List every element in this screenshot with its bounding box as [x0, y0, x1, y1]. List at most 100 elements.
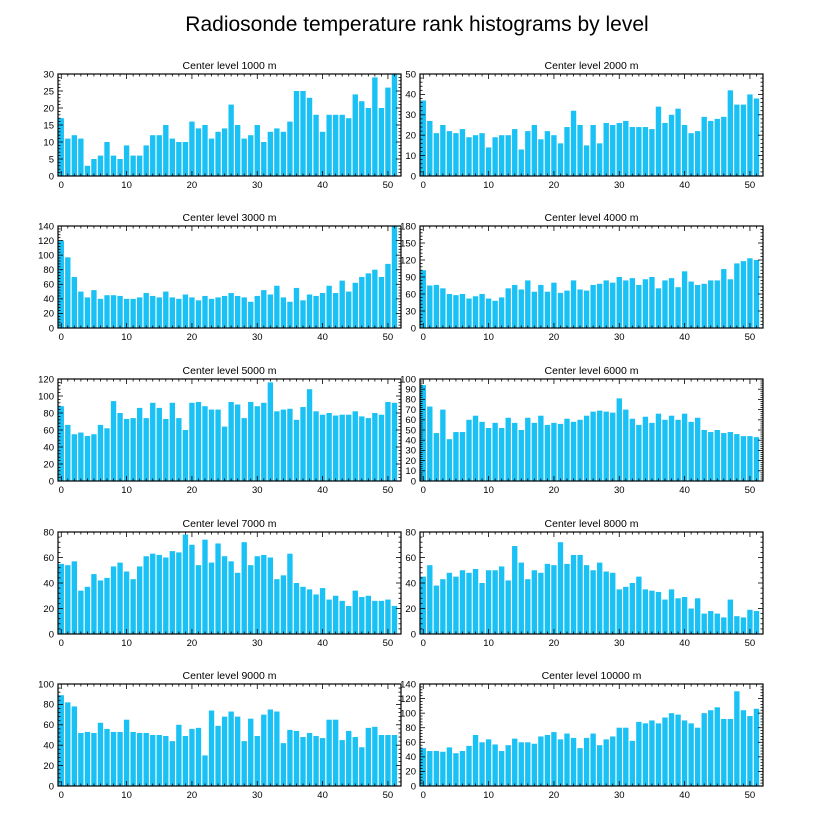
bar	[721, 433, 727, 481]
x-tick-label: 40	[317, 332, 328, 343]
bar	[372, 600, 378, 634]
bar	[590, 125, 596, 176]
bar	[306, 389, 313, 481]
bar	[78, 432, 84, 481]
y-tick-label: 140	[38, 221, 54, 232]
bar	[688, 133, 694, 176]
bar	[485, 298, 492, 328]
y-tick-label: 120	[400, 694, 416, 705]
bar	[234, 404, 241, 481]
y-tick-label: 100	[38, 250, 54, 261]
bar	[365, 595, 372, 634]
bar	[143, 556, 149, 634]
bar	[636, 721, 642, 786]
x-tick-label: 0	[59, 790, 64, 801]
x-tick-label: 0	[59, 485, 64, 496]
bar	[182, 294, 189, 328]
bar	[123, 145, 130, 176]
bar	[352, 94, 358, 176]
bar	[136, 407, 143, 481]
x-tick-label: 0	[59, 332, 64, 343]
bar	[701, 116, 707, 176]
bar	[359, 277, 365, 328]
panel-9: Center level 9000 m 0 10 20 30 40 50 0 20 40 60 80 1…	[38, 670, 402, 801]
bar	[662, 717, 668, 786]
x-tick-label: 10	[483, 638, 494, 649]
bar	[332, 114, 339, 176]
bar	[221, 128, 228, 176]
x-tick-label: 20	[187, 180, 198, 191]
bar	[352, 411, 358, 481]
bar	[570, 737, 577, 786]
bar	[655, 288, 662, 328]
bar	[261, 142, 267, 176]
bar	[753, 437, 760, 481]
panel-title: Center level 2000 m	[545, 60, 639, 72]
bar	[668, 114, 675, 176]
y-tick-label: 60	[405, 738, 416, 749]
y-tick-label: 15	[43, 120, 54, 131]
y-tick-label: 30	[43, 69, 54, 80]
bar	[241, 418, 247, 481]
bar	[306, 589, 313, 634]
bar	[596, 410, 603, 481]
bar	[623, 409, 629, 481]
bar	[642, 279, 649, 328]
bar	[708, 120, 714, 176]
bar	[446, 572, 453, 634]
y-tick-label: 20	[43, 761, 54, 772]
bar	[110, 295, 117, 328]
x-tick-label: 20	[549, 180, 560, 191]
y-tick-label: 60	[405, 415, 416, 426]
bar	[65, 702, 71, 786]
y-tick-label: 80	[405, 527, 416, 538]
panel-title: Center level 3000 m	[183, 212, 277, 224]
bar	[150, 135, 156, 176]
bar	[675, 598, 681, 634]
x-tick-label: 50	[745, 332, 756, 343]
bar	[623, 120, 629, 176]
bar	[117, 562, 123, 634]
bar	[655, 723, 662, 786]
bar	[150, 295, 156, 328]
bar	[681, 720, 688, 786]
bar	[564, 127, 570, 176]
bar	[378, 600, 385, 634]
bar	[326, 114, 332, 176]
y-tick-label: 80	[43, 700, 54, 711]
x-tick-label: 50	[383, 790, 394, 801]
bar	[753, 611, 760, 634]
bar	[293, 287, 300, 328]
bar	[649, 590, 655, 634]
bar	[734, 691, 740, 786]
bar	[740, 261, 747, 328]
bar	[189, 121, 195, 176]
x-tick-label: 50	[383, 332, 394, 343]
bar	[110, 566, 117, 634]
bar	[163, 125, 169, 176]
bar	[485, 147, 492, 176]
panel-3: Center level 3000 m 0 10 20 30 40 50 0 20 40 60 80 1…	[38, 212, 402, 343]
bar	[636, 284, 642, 328]
bar	[642, 589, 649, 634]
bar	[721, 269, 727, 328]
x-tick-label: 0	[421, 638, 426, 649]
bar	[391, 735, 398, 786]
bar	[708, 432, 714, 481]
bar	[753, 708, 760, 786]
bar	[287, 301, 293, 328]
bar	[274, 411, 280, 481]
panel-1: Center level 1000 m 0 10 20 30 40 50 0 5 10 15 20 25…	[43, 60, 402, 191]
bar	[163, 557, 169, 634]
y-tick-label: 10	[43, 137, 54, 148]
y-tick-label: 0	[49, 629, 54, 640]
bar	[163, 418, 169, 481]
bar	[694, 727, 701, 786]
x-tick-label: 30	[252, 485, 263, 496]
bar	[234, 716, 241, 786]
bar	[727, 432, 734, 481]
x-tick-label: 30	[614, 180, 625, 191]
bar	[734, 104, 740, 176]
y-tick-label: 20	[405, 456, 416, 467]
bar	[577, 289, 583, 328]
